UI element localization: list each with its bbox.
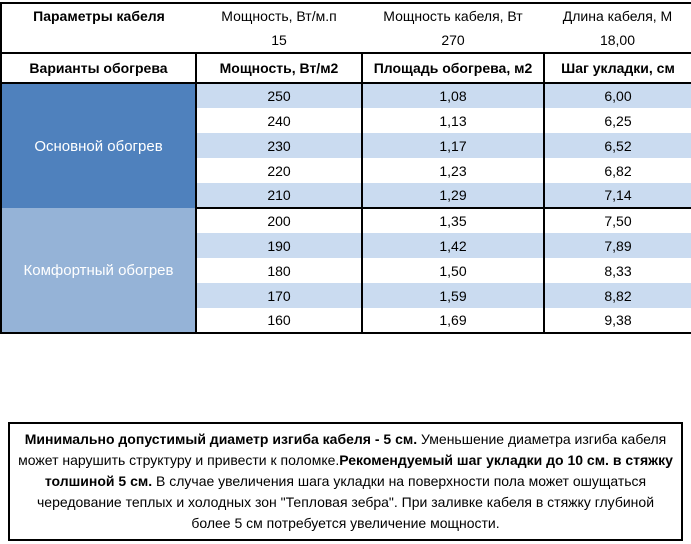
col-header-variants: Варианты обогрева [0,52,197,84]
power-cell: 170 [195,283,363,308]
params-title: Параметры кабеля [33,8,165,24]
table-row: 160 1,69 9,38 [1,308,691,333]
col-header-step: Шаг укладки, см [543,52,691,84]
area-cell: 1,29 [361,183,545,208]
step-cell: 6,00 [543,83,691,108]
group-main-heating: Основной обогрев [0,83,197,208]
col-header-power: Мощность, Вт/м2 [195,52,363,84]
power-cell: 230 [195,133,363,158]
cable-power-header: Мощность кабеля, Вт [383,8,523,24]
step-cell: 8,33 [543,258,691,283]
table-row: 180 1,50 8,33 [1,258,691,283]
area-cell: 1,50 [361,258,545,283]
power-cell: 220 [195,158,363,183]
area-cell: 1,59 [361,283,545,308]
power-cell: 180 [195,258,363,283]
note-text: Минимально допустимый диаметр изгиба каб… [18,431,673,531]
power-cell: 210 [195,183,363,208]
step-cell: 6,82 [543,158,691,183]
heating-table-body: Основной обогрев 250 1,08 6,00 240 1,13 6,25 23… [0,83,691,333]
note-segment: Уменьшение диаметра изгиба кабеля может … [18,431,667,468]
area-cell: 1,13 [361,108,545,133]
area-cell: 1,35 [361,207,545,233]
power-cell: 240 [195,108,363,133]
table-row: 210 1,29 7,14 [1,183,691,208]
table-row: 220 1,23 6,82 [1,158,691,183]
area-cell: 1,23 [361,158,545,183]
note-box: Минимально допустимый диаметр изгиба каб… [8,422,683,541]
area-cell: 1,69 [361,308,545,333]
table-row: Основной обогрев 250 1,08 6,00 [0,83,691,208]
column-header-row: Варианты обогрева Мощность, Вт/м2 Площад… [0,52,691,84]
power-cell: 160 [195,308,363,333]
note-bold-segment: Минимально допустимый диаметр изгиба каб… [24,431,418,447]
cable-length-header: Длина кабеля, М [562,8,673,24]
area-cell: 1,08 [361,83,545,108]
table-row: 230 1,17 6,52 [1,133,691,158]
col-header-area: Площадь обогрева, м2 [361,52,545,84]
step-cell: 9,38 [543,308,691,333]
heating-cable-table: Параметры кабеля Мощность, Вт/м.п Мощнос… [0,2,691,334]
table-row: 240 1,13 6,25 [1,108,691,133]
note-bold-segment: Рекомендуемый шаг укладки до 10 см. в ст… [44,452,673,489]
step-cell: 7,14 [543,183,691,208]
area-cell: 1,17 [361,133,545,158]
step-cell: 6,25 [543,108,691,133]
cable-power-value: 270 [362,28,544,54]
params-empty-cell [1,28,196,54]
group-comfort-heating: Комфортный обогрев [0,208,197,333]
step-cell: 8,82 [543,283,691,308]
power-cell: 250 [195,83,363,108]
table-row: 170 1,59 8,82 [1,283,691,308]
note-segment: В случае увеличения шага укладки на пове… [36,473,655,531]
power-per-meter-header: Мощность, Вт/м.п [221,8,337,24]
power-per-meter-value: 15 [196,28,362,54]
step-cell: 7,89 [543,233,691,258]
step-cell: 6,52 [543,133,691,158]
params-values-row: 15 270 18,00 [1,28,691,54]
power-cell: 190 [195,233,363,258]
table-row: 190 1,42 7,89 [1,233,691,258]
power-cell: 200 [195,207,363,233]
cable-length-value: 18,00 [544,28,691,54]
table-row: Комфортный обогрев 200 1,35 7,50 [0,207,691,333]
step-cell: 7,50 [543,207,691,233]
params-header-row: Параметры кабеля Мощность, Вт/м.п Мощнос… [1,3,691,28]
area-cell: 1,42 [361,233,545,258]
